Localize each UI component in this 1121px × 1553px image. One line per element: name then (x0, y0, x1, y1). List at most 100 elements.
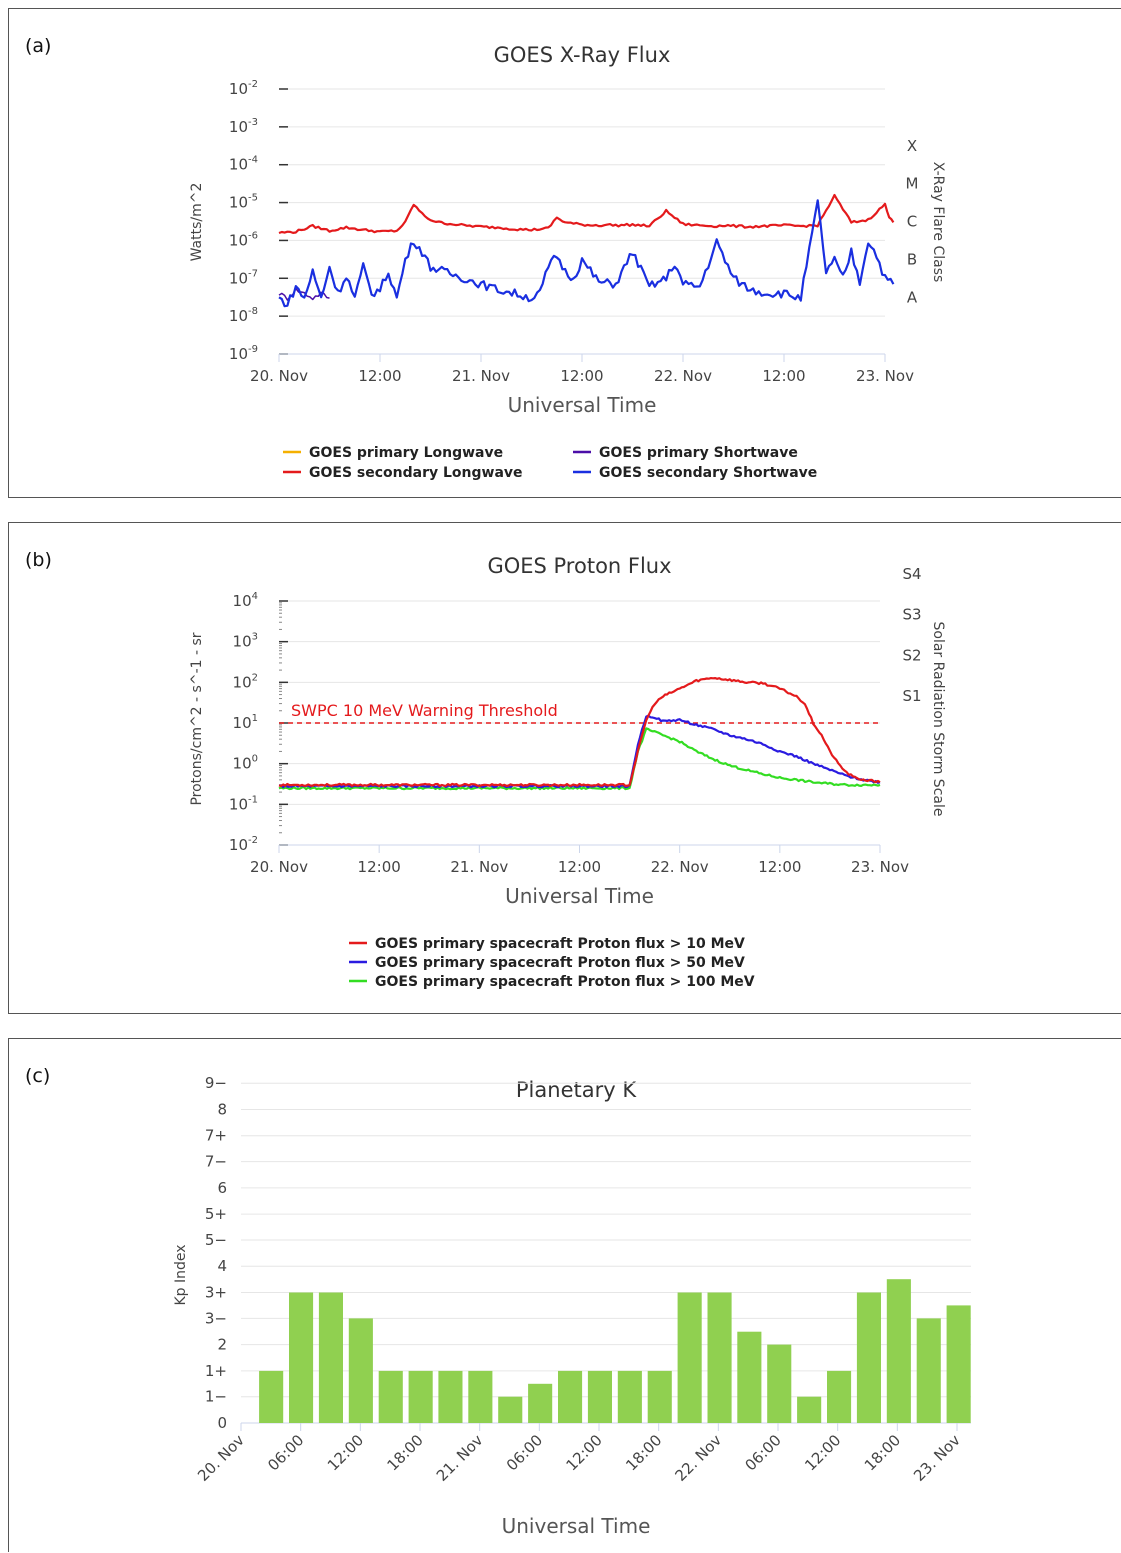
x-tick-label: 23. Nov (856, 367, 914, 385)
legend-label: GOES primary spacecraft Proton flux > 50… (375, 955, 745, 971)
y-tick-label: 7+ (205, 1127, 227, 1145)
panel-label-a: (a) (25, 35, 52, 57)
storm-scale-label: S4 (902, 565, 921, 583)
kp-bar (767, 1344, 792, 1423)
panel-planetary-k: (c) Planetary K 9− 8 7+ 7− 6 5+ 5− 4 3+ 3− 2 1+ 1− 0 Kp… (8, 1038, 1121, 1552)
x-tick-label: 20. Nov (250, 367, 308, 385)
x-tick-label: 12:00 (758, 858, 801, 876)
planetary-k-chart: Planetary K 9− 8 7+ 7− 6 5+ 5− 4 3+ 3− 2 1+ 1− 0 Kp Ind… (173, 1074, 971, 1538)
x-axis-title: Universal Time (508, 393, 657, 417)
x-tick-label: 06:00 (503, 1431, 546, 1474)
y-tick-label: 102 (233, 672, 258, 691)
kp-bar (408, 1370, 433, 1423)
x-tick-label: 12:00 (358, 858, 401, 876)
y-tick-label: 10-6 (229, 230, 258, 249)
series-line (278, 727, 881, 791)
x-tick-label: 12:00 (762, 367, 805, 385)
y-tick-label: 5− (205, 1231, 227, 1249)
y-tick-label: 10-2 (229, 79, 258, 98)
panel-label-c: (c) (25, 1065, 51, 1087)
chart-title: Planetary K (516, 1078, 637, 1102)
y-tick-label: 3+ (205, 1283, 227, 1301)
y-tick-label: 10-8 (229, 306, 258, 325)
kp-bar (438, 1370, 463, 1423)
x-tick-label: 21. Nov (433, 1431, 487, 1485)
y-tick-label: 1+ (205, 1362, 227, 1380)
chart-title: GOES Proton Flux (487, 554, 671, 578)
series-line (278, 677, 881, 787)
kp-bar (587, 1370, 612, 1423)
x-tick-label: 22. Nov (671, 1431, 725, 1485)
kp-bar (558, 1370, 583, 1423)
x-tick-label: 20. Nov (194, 1431, 248, 1485)
x-tick-label: 21. Nov (450, 858, 508, 876)
x-tick-label: 12:00 (563, 1431, 606, 1474)
legend-label: GOES primary Shortwave (599, 445, 798, 461)
x-tick-label: 18:00 (622, 1431, 665, 1474)
xray-flux-chart: GOES X-Ray Flux 10-2 10-3 10-4 10-5 10-6 10-7 1… (189, 43, 946, 481)
kp-bar (916, 1318, 941, 1423)
x-tick-label: 06:00 (264, 1431, 307, 1474)
y-tick-label: 5+ (205, 1205, 227, 1223)
y2-axis-title: X-Ray Flare Class (930, 162, 946, 283)
flare-class-label: X (907, 137, 917, 155)
x-tick-label: 12:00 (324, 1431, 367, 1474)
kp-bar (856, 1292, 881, 1423)
kp-bar (707, 1292, 732, 1423)
x-tick-label: 23. Nov (851, 858, 909, 876)
y-tick-label: 2 (217, 1336, 227, 1354)
x-tick-label: 12:00 (558, 858, 601, 876)
kp-bar (946, 1305, 971, 1423)
kp-bar (498, 1396, 523, 1423)
kp-bar (318, 1292, 343, 1423)
kp-bar (827, 1370, 852, 1423)
flare-class-label: C (907, 213, 917, 231)
x-tick-label: 12:00 (801, 1431, 844, 1474)
kp-bar (886, 1279, 911, 1423)
y-tick-label: 101 (233, 713, 258, 732)
kp-bar (737, 1331, 762, 1423)
x-tick-label: 18:00 (384, 1431, 427, 1474)
x-tick-label: 18:00 (861, 1431, 904, 1474)
y-tick-label: 7− (205, 1153, 227, 1171)
x-tick-label: 06:00 (742, 1431, 785, 1474)
series-line (278, 714, 881, 789)
y-tick-label: 10-1 (229, 794, 258, 813)
flare-class-label: B (907, 250, 917, 268)
y-tick-label: 8 (217, 1100, 227, 1118)
y-axis-title: Protons/cm^2 - s^-1 - sr (189, 632, 205, 805)
y-tick-label: 10-9 (229, 344, 258, 363)
kp-bar (677, 1292, 702, 1423)
y-tick-label: 0 (217, 1414, 227, 1432)
x-axis-title: Universal Time (505, 884, 654, 908)
legend-label: GOES secondary Shortwave (599, 465, 817, 481)
kp-bar (348, 1318, 373, 1423)
storm-scale-label: S1 (902, 687, 921, 705)
x-tick-label: 12:00 (358, 367, 401, 385)
y-tick-label: 1− (205, 1388, 227, 1406)
y-axis-title: Watts/m^2 (189, 183, 205, 262)
kp-bar (647, 1370, 672, 1423)
y-tick-label: 3− (205, 1309, 227, 1327)
kp-bar (289, 1292, 314, 1423)
y-tick-label: 10-4 (229, 155, 258, 174)
kp-bar (617, 1370, 642, 1423)
x-tick-label: 21. Nov (452, 367, 510, 385)
legend-label: GOES secondary Longwave (309, 465, 523, 481)
proton-flux-chart: GOES Proton Flux 104 103 102 101 100 10-1 10-2 S… (189, 554, 946, 990)
x-axis-title: Universal Time (502, 1514, 651, 1538)
y-tick-label: 100 (233, 754, 258, 773)
panel-xray-flux: (a) GOES X-Ray Flux 10-2 10-3 10-4 10-5 10-6 1… (8, 8, 1121, 498)
series-line (278, 193, 895, 235)
warning-threshold-label: SWPC 10 MeV Warning Threshold (291, 701, 558, 720)
y-tick-label: 104 (233, 591, 258, 610)
kp-bar (378, 1370, 403, 1423)
x-tick-label: 12:00 (560, 367, 603, 385)
legend-label: GOES primary spacecraft Proton flux > 10… (375, 936, 745, 952)
y-tick-label: 10-7 (229, 268, 258, 287)
y-tick-label: 6 (217, 1179, 227, 1197)
flare-class-label: M (906, 175, 919, 193)
storm-scale-label: S2 (902, 646, 921, 664)
y-axis-title: Kp Index (173, 1244, 189, 1305)
storm-scale-label: S3 (902, 606, 921, 624)
